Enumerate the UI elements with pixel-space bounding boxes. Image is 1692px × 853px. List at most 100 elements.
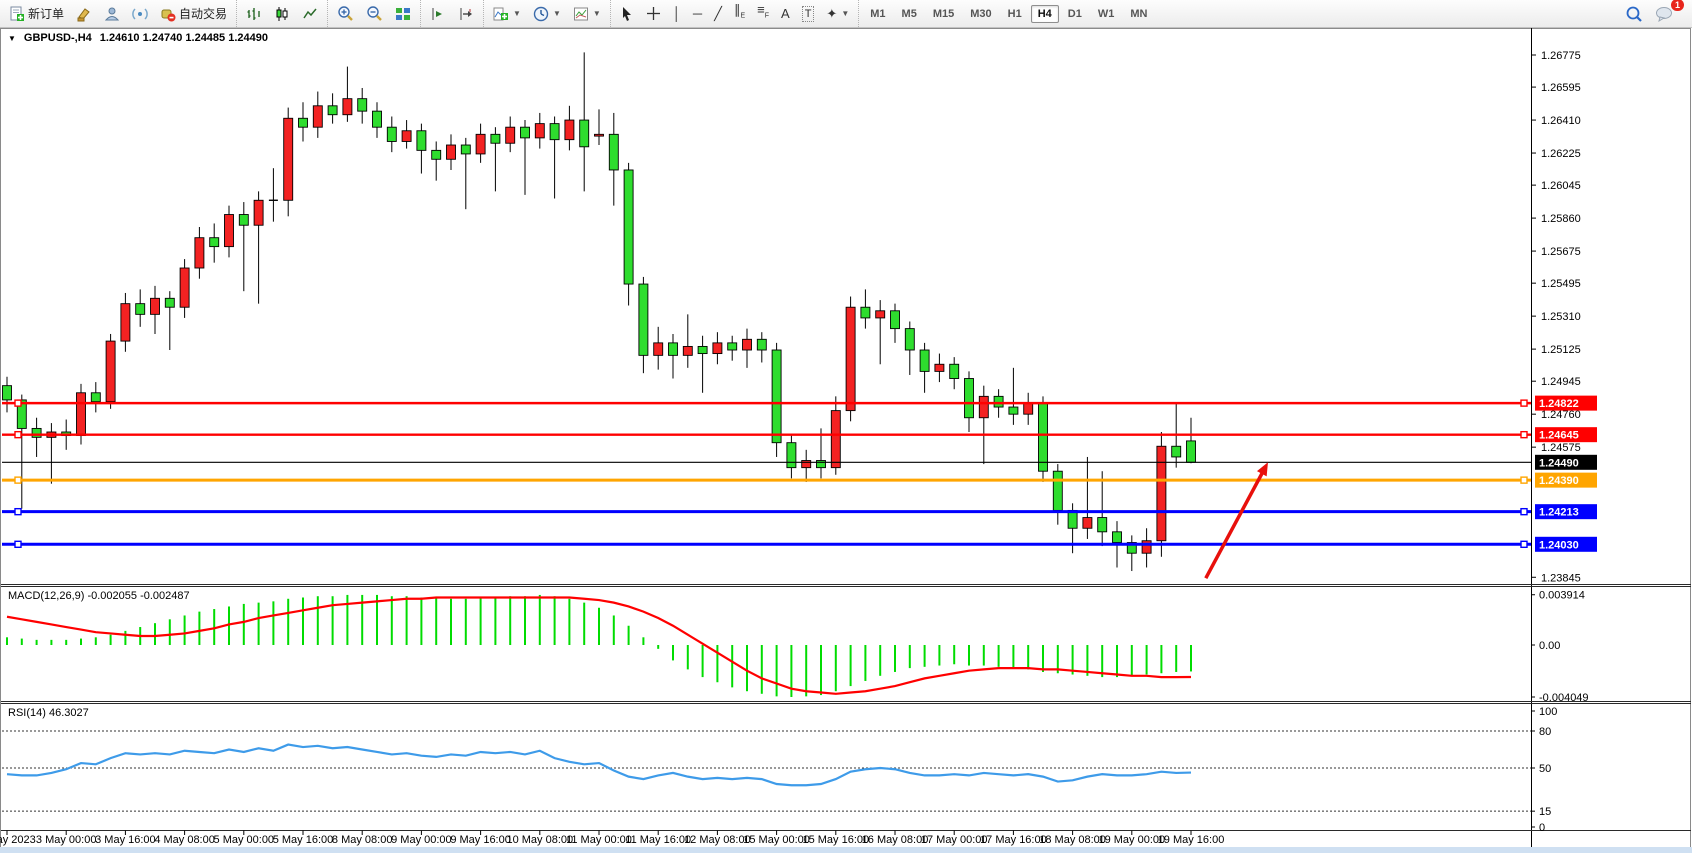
cursor-tool-button[interactable] <box>615 2 639 26</box>
toolbar-group-objects: ▼ ▼ ▼ <box>483 0 610 27</box>
zoom-out-icon <box>366 5 383 22</box>
svg-text:1.26775: 1.26775 <box>1541 50 1581 62</box>
tile-windows-button[interactable] <box>390 2 416 26</box>
collapse-triangle-icon[interactable]: ▼ <box>8 33 16 43</box>
signals-button[interactable] <box>127 2 153 26</box>
tile-windows-icon <box>395 6 411 22</box>
horizontal-line-tool-button[interactable]: ─ <box>688 2 707 26</box>
periods-clock-icon <box>533 6 549 22</box>
bar-chart-button[interactable] <box>241 2 267 26</box>
svg-text:0.00: 0.00 <box>1539 640 1560 652</box>
toolbar-group-timeframes: M1 M5 M15 M30 H1 H4 D1 W1 MN <box>858 0 1158 27</box>
svg-text:3 May 16:00: 3 May 16:00 <box>95 834 156 846</box>
svg-text:1.24030: 1.24030 <box>1539 539 1579 551</box>
bar-chart-icon <box>246 6 262 22</box>
timeframe-h4-button[interactable]: H4 <box>1030 4 1059 23</box>
chart-symbol-period: GBPUSD-,H4 <box>23 32 92 44</box>
channel-tool-button[interactable]: ∥E <box>729 2 750 26</box>
signals-icon <box>132 6 148 22</box>
svg-text:0: 0 <box>1539 822 1545 834</box>
svg-text:15 May 00:00: 15 May 00:00 <box>743 834 810 846</box>
autotrading-icon <box>160 6 176 22</box>
trendline-tool-button[interactable]: ╱ <box>709 2 727 26</box>
trend-arrow-annotation[interactable] <box>1204 462 1268 579</box>
svg-text:9 May 00:00: 9 May 00:00 <box>391 834 452 846</box>
search-icon <box>1625 5 1643 23</box>
timeframe-h1-button[interactable]: H1 <box>1007 7 1022 20</box>
svg-text:1.24490: 1.24490 <box>1539 457 1579 469</box>
chart-frame <box>0 28 1691 853</box>
zoom-in-button[interactable] <box>332 2 359 26</box>
templates-dropdown[interactable]: ▼ <box>568 2 606 26</box>
arrows-dropdown[interactable]: ✦ ▼ <box>821 2 854 26</box>
text-icon: A <box>781 5 790 21</box>
indicators-icon <box>493 6 509 22</box>
timeframe-m1-button[interactable]: M1 <box>870 7 886 20</box>
autotrading-label: 自动交易 <box>179 6 228 21</box>
timeframe-m5-button[interactable]: M5 <box>901 7 917 20</box>
timeframe-mn-button[interactable]: MN <box>1130 7 1148 20</box>
chart-canvas[interactable]: 1.26775 1.26595 1.26410 1.26225 1.26045 1.258… <box>0 28 1692 853</box>
svg-text:1.25310: 1.25310 <box>1541 311 1581 323</box>
svg-text:19 May 16:00: 19 May 16:00 <box>1158 834 1225 846</box>
svg-text:8 May 08:00: 8 May 08:00 <box>332 834 393 846</box>
svg-text:15: 15 <box>1539 806 1551 818</box>
price-line-objects[interactable] <box>2 395 1597 552</box>
periods-dropdown[interactable]: ▼ <box>528 2 566 26</box>
svg-text:16 May 08:00: 16 May 08:00 <box>862 834 929 846</box>
arrow-objects-icon: ✦ <box>826 5 838 21</box>
indicators-dropdown[interactable]: ▼ <box>488 2 526 26</box>
fibonacci-tool-button[interactable]: ≡F <box>752 2 774 26</box>
svg-text:50: 50 <box>1539 763 1551 775</box>
svg-text:1.24645: 1.24645 <box>1539 430 1579 442</box>
text-label-tool-button[interactable]: T <box>797 2 820 26</box>
timeframe-m30-button[interactable]: M30 <box>970 7 992 20</box>
svg-text:100: 100 <box>1539 706 1557 718</box>
chart-styler-button[interactable] <box>71 2 97 26</box>
autotrading-button[interactable]: 自动交易 <box>155 2 232 26</box>
zoom-out-button[interactable] <box>361 2 388 26</box>
horizontal-line-icon: ─ <box>692 5 703 21</box>
text-tool-button[interactable]: A <box>776 2 795 26</box>
timeframe-m15-button[interactable]: M15 <box>932 7 955 20</box>
svg-text:17 May 16:00: 17 May 16:00 <box>980 834 1047 846</box>
search-button[interactable] <box>1620 2 1648 26</box>
svg-text:12 May 08:00: 12 May 08:00 <box>684 834 751 846</box>
dropdown-arrow-icon: ▼ <box>592 8 601 18</box>
crosshair-icon <box>646 6 661 21</box>
svg-text:9 May 16:00: 9 May 16:00 <box>450 834 511 846</box>
vertical-line-icon: │ <box>672 5 681 21</box>
line-chart-button[interactable] <box>297 2 323 26</box>
candlestick-chart-button[interactable] <box>269 2 295 26</box>
price-axis-ticks <box>1531 54 1536 578</box>
chart-ohlc-values: 1.24610 1.24740 1.24485 1.24490 <box>99 32 268 44</box>
rsi-indicator <box>2 710 1535 828</box>
svg-text:19 May 00:00: 19 May 00:00 <box>1098 834 1165 846</box>
timeframe-w1-button[interactable]: W1 <box>1097 7 1115 20</box>
new-order-button[interactable]: 新订单 <box>4 2 69 26</box>
auto-scroll-button[interactable] <box>425 2 451 26</box>
chart-window[interactable]: ▼ GBPUSD-,H4 1.24610 1.24740 1.24485 1.2… <box>0 28 1692 853</box>
toolbar: 新订单 自动交易 <box>0 0 1692 28</box>
svg-text:17 May 00:00: 17 May 00:00 <box>921 834 988 846</box>
templates-icon <box>573 6 589 22</box>
community-chat-button[interactable]: 1 <box>1650 0 1684 26</box>
svg-text:1.26225: 1.26225 <box>1541 148 1581 160</box>
svg-text:5 May 16:00: 5 May 16:00 <box>273 834 334 846</box>
text-label-icon: T <box>801 5 815 22</box>
toolbar-group-chart-type <box>236 0 327 27</box>
new-order-icon <box>9 6 25 22</box>
cursor-icon <box>620 6 634 21</box>
chart-shift-button[interactable] <box>453 2 479 26</box>
svg-text:18 May 08:00: 18 May 08:00 <box>1039 834 1106 846</box>
timeframe-d1-button[interactable]: D1 <box>1067 7 1082 20</box>
dropdown-arrow-icon: ▼ <box>513 8 521 18</box>
svg-text:1.24575: 1.24575 <box>1541 442 1581 454</box>
svg-text:1.24213: 1.24213 <box>1539 507 1579 519</box>
profiles-button[interactable] <box>99 2 125 26</box>
vertical-line-tool-button[interactable]: │ <box>668 2 686 26</box>
dropdown-arrow-icon: ▼ <box>841 8 850 18</box>
svg-text:1.23845: 1.23845 <box>1541 572 1581 584</box>
crosshair-tool-button[interactable] <box>641 2 666 26</box>
